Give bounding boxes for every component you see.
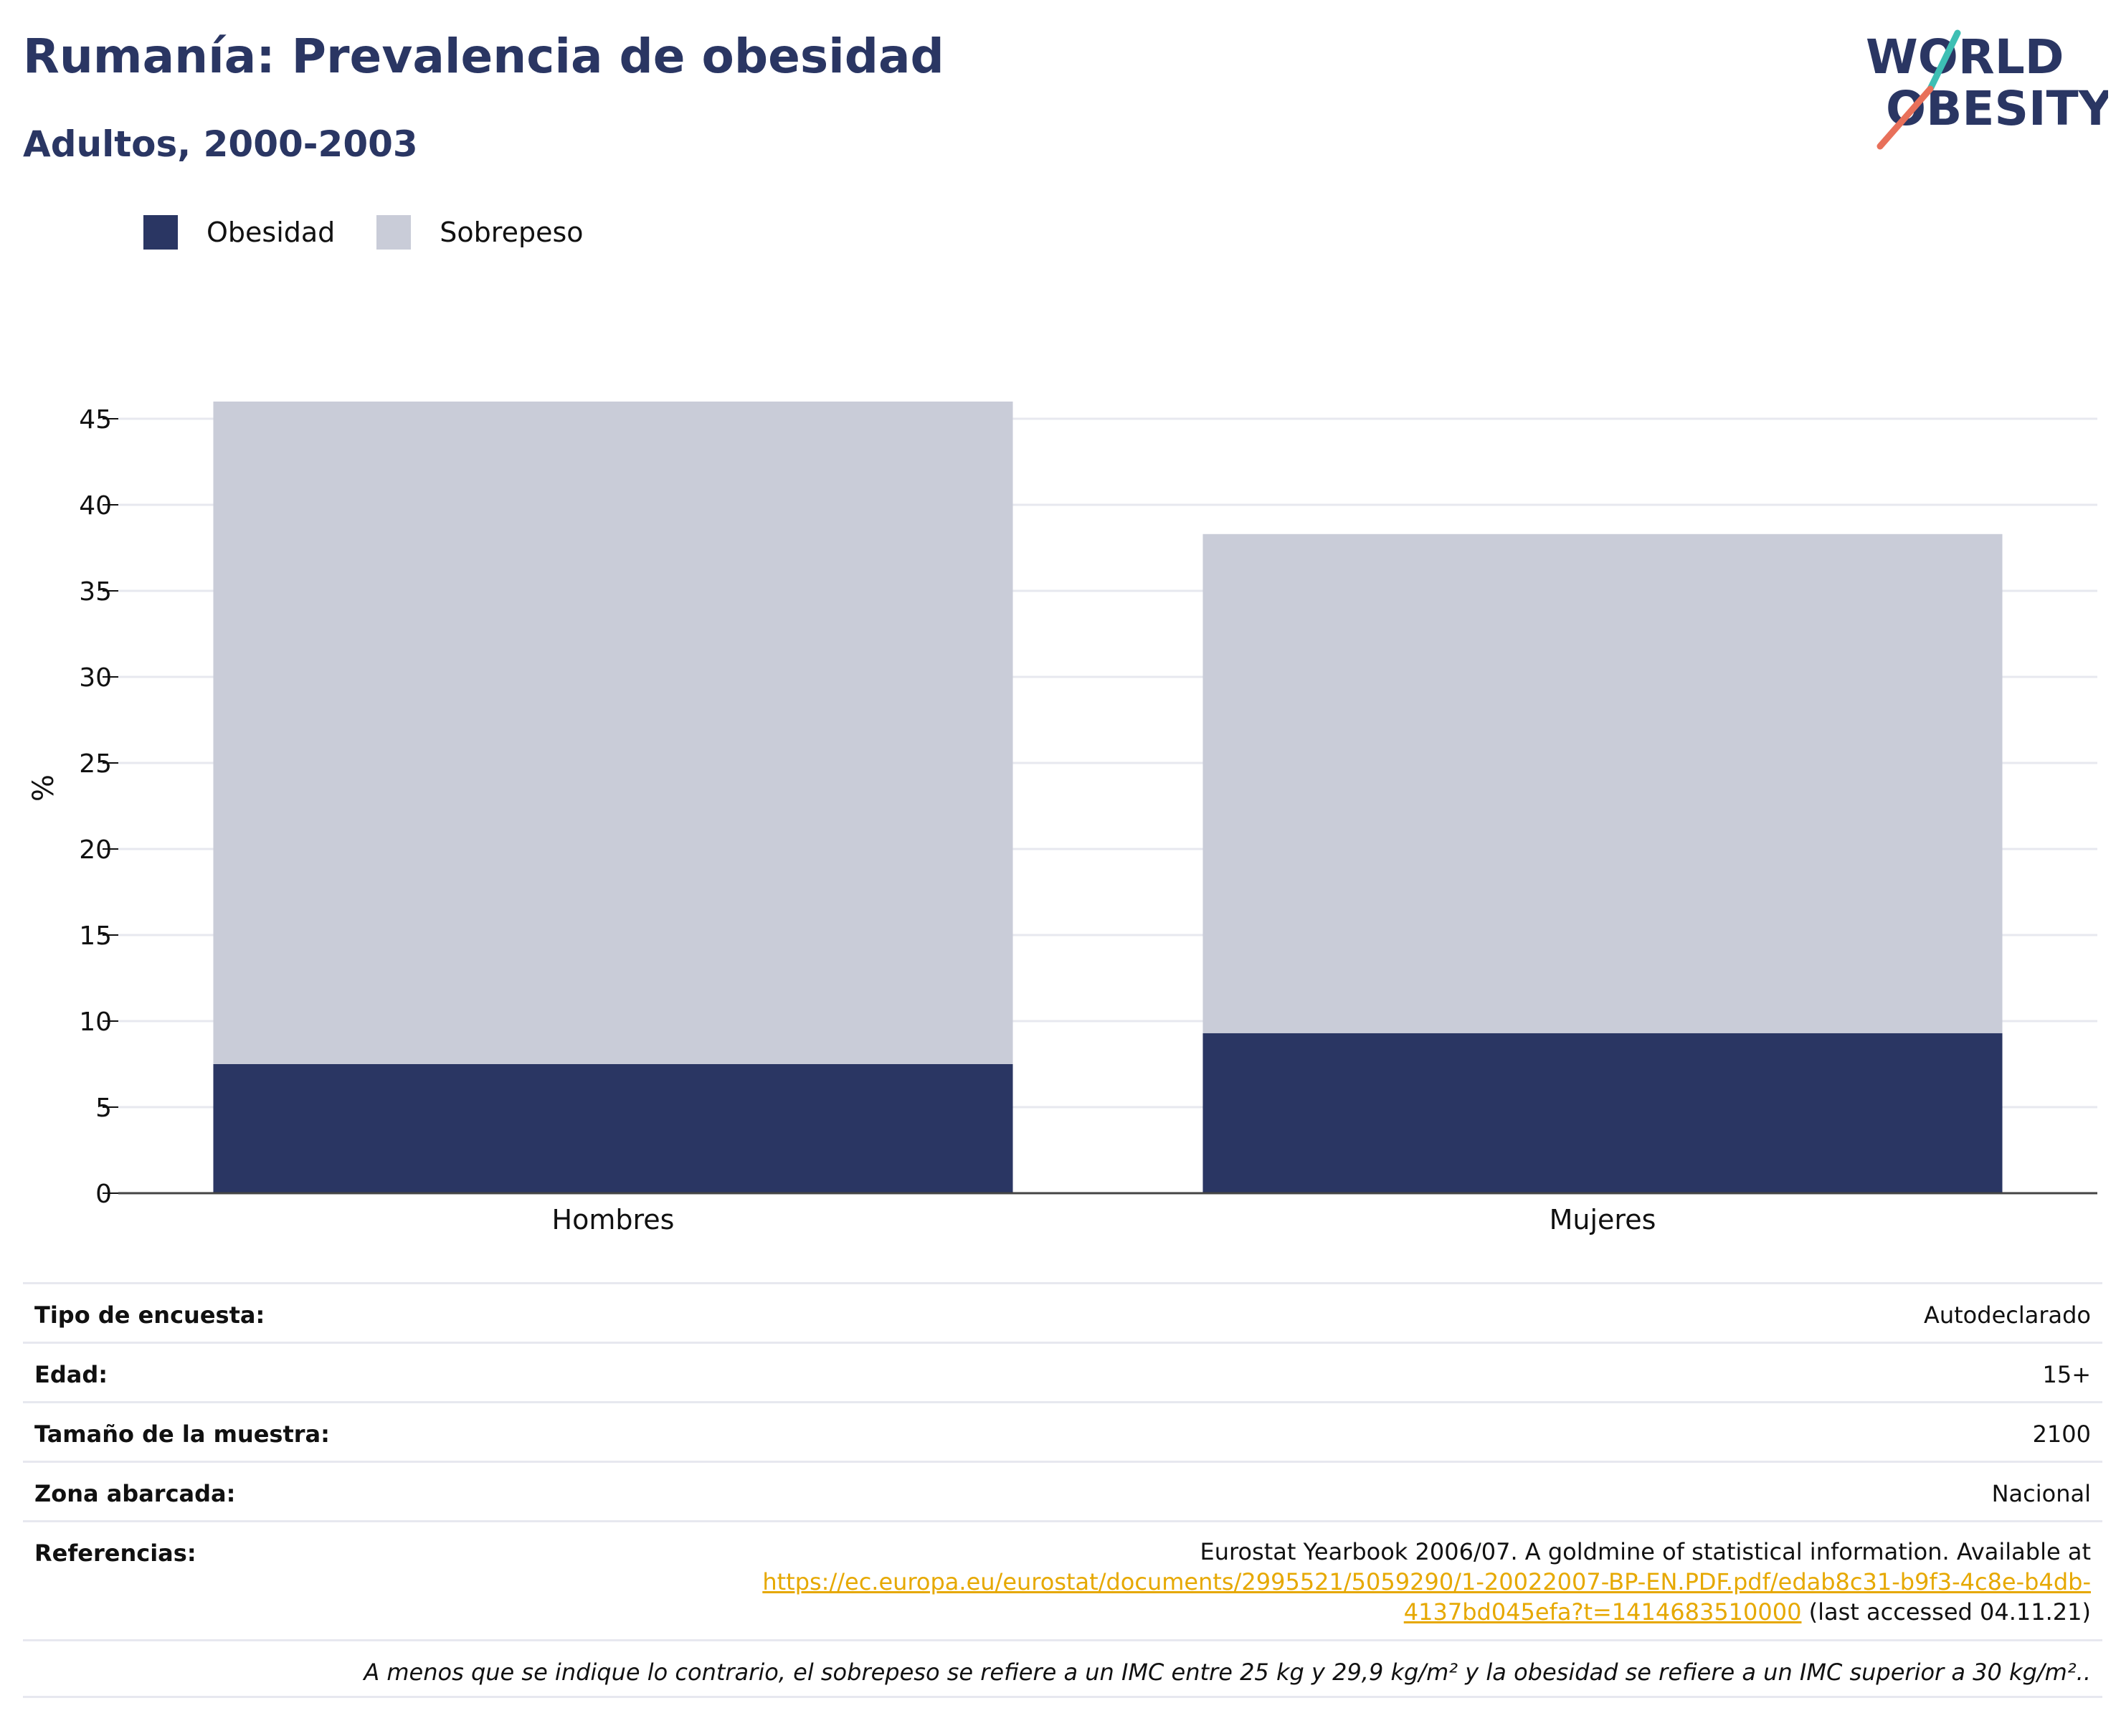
info-label-references: Referencias: (34, 1540, 196, 1567)
legend-item-obesidad[interactable]: Obesidad (143, 215, 335, 250)
logo-slash-teal (1927, 29, 1961, 93)
info-value-sample-size: 2100 (2032, 1420, 2091, 1448)
y-tick-label: 45 (79, 405, 112, 435)
info-row-age: Edad: 15+ (23, 1342, 2102, 1401)
y-tick-label: 35 (79, 577, 112, 607)
logo-line-1: WORLD (1866, 29, 2064, 85)
y-tick-label: 40 (79, 491, 112, 521)
y-tick-label: 5 (95, 1094, 112, 1123)
logo-line-2: OBESITY (1886, 81, 2108, 136)
legend-item-sobrepeso[interactable]: Sobrepeso (376, 215, 584, 250)
bar-sobrepeso-hombres (213, 402, 1013, 1064)
info-value-survey-type: Autodeclarado (1923, 1301, 2091, 1329)
y-tick-label: 20 (79, 835, 112, 865)
logo-slash-coral (1876, 85, 1934, 150)
reference-link-part-2[interactable]: 4137bd045efa?t=1414683510000 (1403, 1598, 1802, 1626)
y-tick-label: 25 (79, 749, 112, 779)
info-row-references: Referencias: Eurostat Yearbook 2006/07. … (23, 1520, 2102, 1639)
reference-link-part-1[interactable]: https://ec.europa.eu/eurostat/documents/… (762, 1568, 2091, 1595)
info-row-sample-size: Tamaño de la muestra: 2100 (23, 1401, 2102, 1461)
stacked-bar-chart: 0 5 10 15 20 25 30 35 40 45% Hombres Mujeres (27, 402, 2097, 1235)
info-label-survey-type: Tipo de encuesta: (34, 1301, 265, 1329)
reference-line-1: Eurostat Yearbook 2006/07. A goldmine of… (1200, 1538, 2092, 1565)
x-tick-label: Hombres (552, 1204, 675, 1235)
info-label-sample-size: Tamaño de la muestra: (34, 1420, 330, 1448)
info-row-survey-type: Tipo de encuesta: Autodeclarado (23, 1282, 2102, 1342)
world-obesity-logo: WORLD OBESITY (1866, 29, 2108, 150)
info-row-area: Zona abarcada: Nacional (23, 1461, 2102, 1520)
legend-swatch-obesidad (143, 215, 178, 250)
chart-legend: Obesidad Sobrepeso (143, 212, 625, 252)
x-tick-label: Mujeres (1550, 1204, 1656, 1235)
reference-text: Eurostat Yearbook 2006/07. A goldmine of… (762, 1537, 2091, 1627)
y-tick-label: 30 (79, 663, 112, 693)
legend-label-obesidad: Obesidad (207, 217, 336, 248)
info-label-area: Zona abarcada: (34, 1480, 236, 1507)
y-tick-label: 15 (79, 921, 112, 951)
info-label-age: Edad: (34, 1361, 108, 1388)
info-value-age: 15+ (2042, 1361, 2091, 1388)
y-tick-label: 10 (79, 1007, 112, 1037)
reference-accessed: (last accessed 04.11.21) (1801, 1598, 2091, 1626)
bar-obesidad-hombres (213, 1064, 1013, 1193)
y-tick-label: 0 (95, 1180, 112, 1209)
legend-label-sobrepeso: Sobrepeso (440, 217, 584, 248)
footnote: A menos que se indique lo contrario, el … (23, 1639, 2102, 1698)
bar-sobrepeso-mujeres (1202, 533, 2003, 1033)
info-value-area: Nacional (1991, 1480, 2091, 1507)
legend-swatch-sobrepeso (376, 215, 412, 250)
y-axis-label: % (27, 774, 60, 802)
chart-subtitle: Adultos, 2000-2003 (23, 123, 418, 165)
chart-title: Rumanía: Prevalencia de obesidad (23, 29, 944, 84)
bar-obesidad-mujeres (1202, 1033, 2003, 1193)
survey-info-table: Tipo de encuesta: Autodeclarado Edad: 15… (23, 1282, 2102, 1698)
